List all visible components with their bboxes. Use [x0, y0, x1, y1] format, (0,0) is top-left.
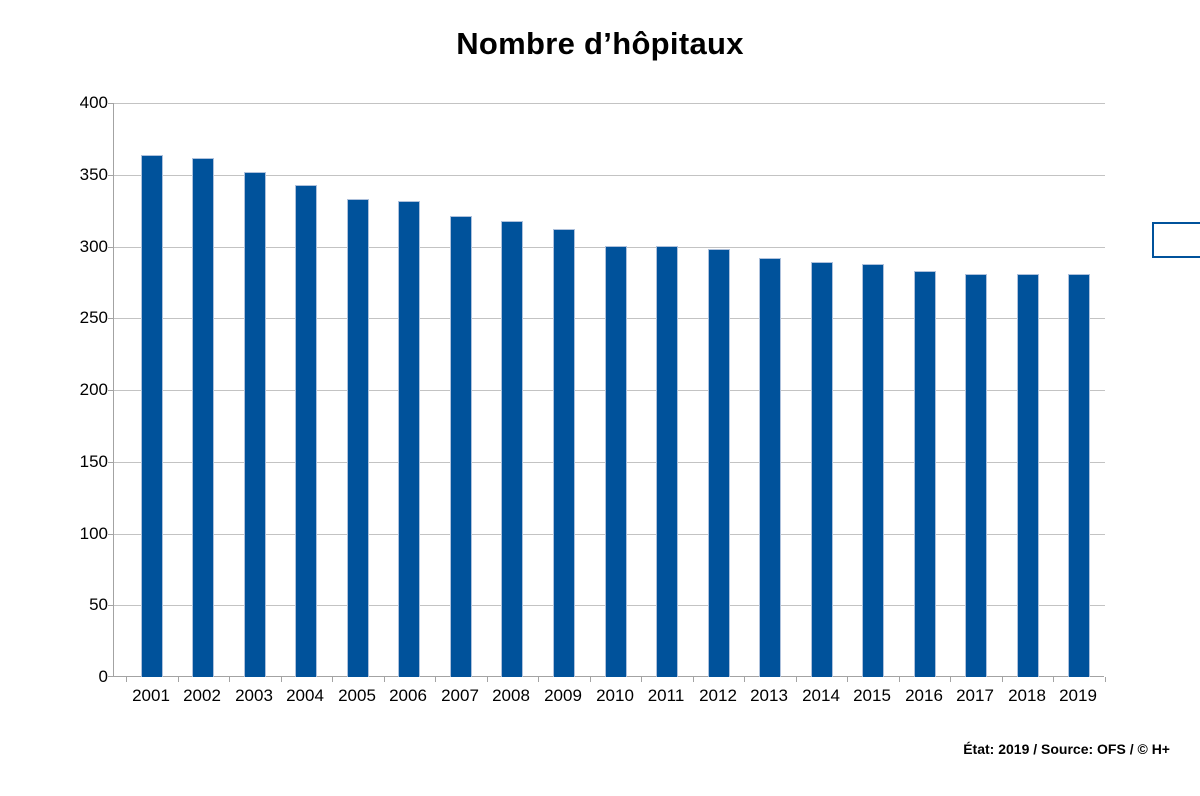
- x-axis-tick: [538, 677, 539, 682]
- x-axis-tick: [693, 677, 694, 682]
- x-axis-tick: [229, 677, 230, 682]
- y-axis-tick-label: 200: [79, 380, 108, 399]
- y-axis-tick-label: 150: [79, 452, 108, 471]
- x-axis-tick: [126, 677, 127, 682]
- x-axis-tick-label: 2010: [596, 686, 634, 705]
- x-axis-tick: [590, 677, 591, 682]
- x-axis-tick: [950, 677, 951, 682]
- x-axis-tick-label: 2014: [802, 686, 840, 705]
- x-axis-tick-label: 2001: [132, 686, 170, 705]
- bar-2019: [1068, 274, 1090, 677]
- y-axis-tick-label: 50: [89, 595, 108, 614]
- x-axis-tick: [1105, 677, 1106, 682]
- y-axis-tick-label: 350: [79, 165, 108, 184]
- x-axis-tick-label: 2008: [492, 686, 530, 705]
- x-axis-tick-label: 2007: [441, 686, 479, 705]
- x-axis-tick: [332, 677, 333, 682]
- bar-2007: [450, 216, 472, 677]
- bar-2005: [347, 199, 369, 677]
- bar-2008: [501, 221, 523, 677]
- x-axis-tick-label: 2003: [235, 686, 273, 705]
- y-axis-tick: [108, 605, 114, 606]
- y-axis-tick: [108, 175, 114, 176]
- bar-2001: [141, 155, 163, 677]
- gridline: [114, 103, 1105, 104]
- y-axis-tick: [108, 462, 114, 463]
- x-axis-tick-label: 2013: [750, 686, 788, 705]
- bar-2010: [605, 246, 627, 677]
- x-axis-tick: [435, 677, 436, 682]
- bar-2018: [1017, 274, 1039, 677]
- bar-2002: [192, 158, 214, 677]
- bar-2009: [553, 229, 575, 677]
- y-axis-tick: [108, 318, 114, 319]
- x-axis-tick: [847, 677, 848, 682]
- x-axis-tick-label: 2011: [647, 686, 685, 705]
- x-axis-tick: [384, 677, 385, 682]
- bar-2016: [914, 271, 936, 677]
- y-axis-tick-label: 0: [98, 667, 108, 686]
- y-axis-tick: [108, 676, 114, 677]
- bar-2003: [244, 172, 266, 677]
- x-axis-tick-label: 2005: [338, 686, 376, 705]
- x-axis-tick: [641, 677, 642, 682]
- bar-2006: [398, 201, 420, 677]
- bar-2013: [759, 258, 781, 677]
- y-axis-tick: [108, 534, 114, 535]
- x-axis-tick: [1002, 677, 1003, 682]
- x-axis-tick-label: 2002: [183, 686, 221, 705]
- x-axis-tick: [744, 677, 745, 682]
- y-axis-tick: [108, 390, 114, 391]
- bar-2017: [965, 274, 987, 677]
- source-note: État: 2019 / Source: OFS / © H+: [963, 741, 1170, 757]
- x-axis-tick: [487, 677, 488, 682]
- x-axis-tick: [899, 677, 900, 682]
- y-axis-tick: [108, 103, 114, 104]
- x-axis-tick-label: 2018: [1008, 686, 1046, 705]
- y-axis-tick-label: 250: [79, 308, 108, 327]
- bar-2011: [656, 246, 678, 677]
- bar-2014: [811, 262, 833, 677]
- y-axis-tick: [108, 247, 114, 248]
- x-axis-tick-label: 2017: [956, 686, 994, 705]
- x-axis-tick: [281, 677, 282, 682]
- plot-area: [108, 103, 1106, 682]
- x-axis-tick: [1053, 677, 1054, 682]
- x-axis-tick-label: 2006: [389, 686, 427, 705]
- x-axis-tick-label: 2004: [286, 686, 324, 705]
- x-axis-tick: [178, 677, 179, 682]
- bar-2015: [862, 264, 884, 677]
- y-axis-tick-label: 400: [79, 93, 108, 112]
- x-axis-tick-label: 2015: [853, 686, 891, 705]
- x-axis-tick-label: 2012: [699, 686, 737, 705]
- x-axis-tick: [796, 677, 797, 682]
- gridline: [114, 175, 1105, 176]
- bar-2004: [295, 185, 317, 677]
- bar-2012: [708, 249, 730, 677]
- legend-box: [1152, 222, 1200, 258]
- x-axis-tick-label: 2009: [544, 686, 582, 705]
- x-axis-tick-label: 2019: [1059, 686, 1097, 705]
- x-axis-tick-label: 2016: [905, 686, 943, 705]
- y-axis-tick-label: 300: [79, 237, 108, 256]
- y-axis-tick-label: 100: [79, 524, 108, 543]
- chart-title: Nombre d’hôpitaux: [456, 26, 744, 61]
